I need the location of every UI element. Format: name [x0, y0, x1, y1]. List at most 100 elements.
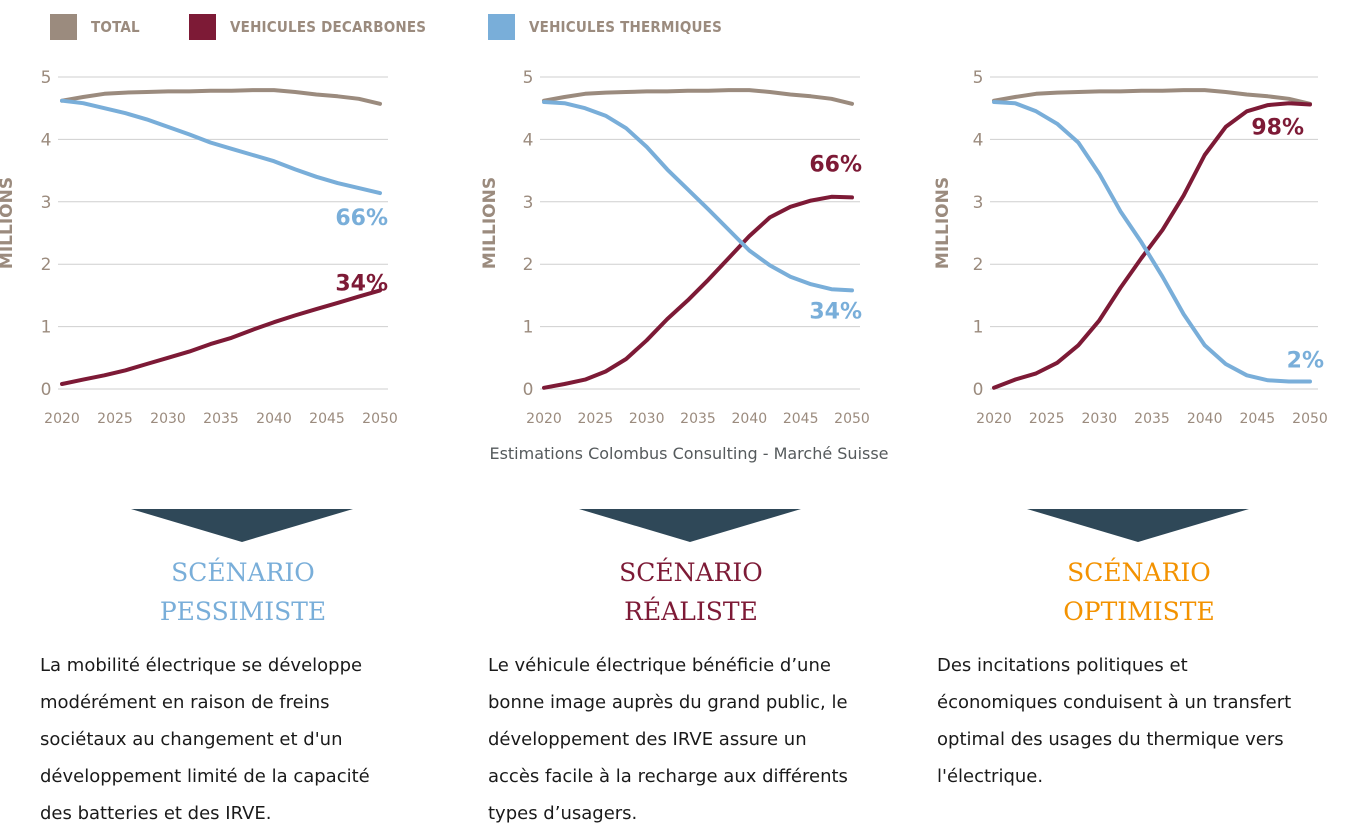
end-label-thermal: 66%: [335, 206, 388, 231]
series-line-decarbonized: [60, 288, 382, 386]
x-tick-label: 2020: [976, 411, 1012, 427]
scenario-description-realistic: Le véhicule électrique bénéficie d’une b…: [488, 647, 848, 832]
scenario-title-line2: OPTIMISTE: [1063, 597, 1215, 626]
series-line-decarbonized: [992, 101, 1312, 390]
y-tick-label: 5: [523, 68, 534, 88]
chart-optimistic: 0 1 2 3 4 5 2020 2025 2030 2035 2040 2045 2050 MILLIO…: [933, 68, 1328, 427]
x-tick-label: 2040: [732, 411, 768, 427]
scenario-title-line1: SCÉNARIO: [1067, 558, 1211, 587]
x-tick-label: 2020: [44, 411, 80, 427]
x-tick-label: 2035: [1134, 411, 1170, 427]
scenario-description-pessimistic: La mobilité électrique se développe modé…: [40, 647, 370, 832]
chart-realistic: 0 1 2 3 4 5 2020 2025 2030 2035 2040 2045 2050 MILLIO…: [480, 68, 870, 427]
legend-item-thermal: VEHICULES THERMIQUES: [488, 14, 722, 40]
x-tick-label: 2030: [150, 411, 186, 427]
x-tick-label: 2030: [629, 411, 665, 427]
triangle-marker-pessimistic: [131, 509, 353, 542]
x-tick-label: 2035: [680, 411, 716, 427]
legend-swatch-decarbonized: [189, 14, 216, 40]
x-tick-label: 2025: [1029, 411, 1065, 427]
y-tick-label: 0: [41, 380, 52, 400]
description-line: Des incitations politiques et: [937, 655, 1188, 676]
description-line: développement des IRVE assure un: [488, 729, 807, 750]
x-tick-label: 2025: [97, 411, 133, 427]
y-tick-label: 4: [973, 130, 984, 150]
description-line: bonne image auprès du grand public, le: [488, 692, 848, 713]
y-tick-label: 3: [41, 193, 52, 213]
series-line-decarbonized: [542, 194, 854, 390]
description-line: sociétaux au changement et d'un: [40, 729, 343, 750]
scenario-title-pessimistic: SCÉNARIO PESSIMISTE: [93, 553, 393, 631]
series-line-total: [542, 88, 854, 106]
scenario-title-optimistic: SCÉNARIO OPTIMISTE: [989, 553, 1289, 631]
y-tick-label: 4: [523, 130, 534, 150]
description-line: économiques conduisent à un transfert: [937, 692, 1292, 713]
x-tick-label: 2040: [1187, 411, 1223, 427]
x-tick-label: 2020: [526, 411, 562, 427]
description-line: modérément en raison de freins: [40, 692, 330, 713]
y-tick-label: 0: [973, 380, 984, 400]
description-line: l'électrique.: [937, 766, 1044, 787]
scenario-title-line2: PESSIMISTE: [159, 597, 327, 626]
series-line-thermal: [542, 100, 854, 293]
description-line: La mobilité électrique se développe: [40, 655, 363, 676]
end-label-decarbonized: 34%: [335, 271, 388, 296]
x-tick-label: 2040: [256, 411, 292, 427]
series-line-thermal: [60, 98, 382, 196]
x-tick-label: 2050: [1292, 411, 1328, 427]
chart-legend: TOTAL VEHICULES DECARBONES VEHICULES THE…: [50, 14, 850, 40]
description-line: optimal des usages du thermique vers: [937, 729, 1284, 750]
triangle-marker-realistic: [579, 509, 801, 542]
scenario-description-optimistic: Des incitations politiques et économique…: [937, 647, 1291, 795]
legend-swatch-thermal: [488, 14, 515, 40]
y-tick-label: 1: [523, 318, 534, 338]
x-tick-label: 2045: [1240, 411, 1276, 427]
end-label-decarbonized: 98%: [1251, 115, 1304, 140]
description-line: Le véhicule électrique bénéficie d’une: [488, 655, 831, 676]
y-tick-label: 3: [973, 193, 984, 213]
y-tick-label: 2: [523, 255, 534, 275]
x-tick-label: 2030: [1082, 411, 1118, 427]
series-line-thermal: [992, 100, 1312, 384]
y-tick-label: 1: [41, 318, 52, 338]
x-tick-label: 2050: [362, 411, 398, 427]
scenario-title-line2: RÉALISTE: [624, 597, 758, 626]
y-axis-label: MILLIONS: [933, 177, 953, 269]
description-line: accès facile à la recharge aux différent…: [488, 766, 848, 787]
y-tick-label: 2: [973, 255, 984, 275]
legend-label-total: TOTAL: [91, 18, 140, 36]
y-tick-label: 2: [41, 255, 52, 275]
legend-label-decarbonized: VEHICULES DECARBONES: [230, 18, 427, 36]
scenario-title-line1: SCÉNARIO: [619, 558, 763, 587]
x-tick-label: 2045: [783, 411, 819, 427]
source-caption: Estimations Colombus Consulting - Marché…: [489, 444, 889, 463]
y-tick-label: 4: [41, 130, 52, 150]
y-tick-label: 5: [973, 68, 984, 88]
series-line-total: [992, 88, 1312, 106]
legend-swatch-total: [50, 14, 77, 40]
end-label-thermal: 34%: [809, 299, 862, 324]
end-label-decarbonized: 66%: [809, 152, 862, 177]
x-tick-label: 2050: [834, 411, 870, 427]
description-line: développement limité de la capacité: [40, 766, 370, 787]
chart-pessimistic: 0 1 2 3 4 5 2020 2025 2030 2035 2040 2045 2050 MILLIO…: [0, 68, 398, 427]
x-tick-label: 2035: [203, 411, 239, 427]
x-tick-label: 2045: [309, 411, 345, 427]
y-axis-label: MILLIONS: [0, 177, 17, 269]
x-tick-label: 2025: [578, 411, 614, 427]
y-tick-label: 3: [523, 193, 534, 213]
scenario-title-line1: SCÉNARIO: [171, 558, 315, 587]
legend-item-decarbonized: VEHICULES DECARBONES: [189, 14, 426, 40]
y-tick-label: 1: [973, 318, 984, 338]
series-line-total: [60, 88, 382, 106]
legend-label-thermal: VEHICULES THERMIQUES: [529, 18, 723, 36]
description-line: types d’usagers.: [488, 803, 638, 824]
legend-item-total: TOTAL: [50, 14, 140, 40]
end-label-thermal: 2%: [1287, 349, 1324, 374]
description-line: des batteries et des IRVE.: [40, 803, 272, 824]
y-axis-label: MILLIONS: [480, 177, 500, 269]
y-tick-label: 5: [41, 68, 52, 88]
scenario-title-realistic: SCÉNARIO RÉALISTE: [541, 553, 841, 631]
y-tick-label: 0: [523, 380, 534, 400]
triangle-marker-optimistic: [1027, 509, 1249, 542]
